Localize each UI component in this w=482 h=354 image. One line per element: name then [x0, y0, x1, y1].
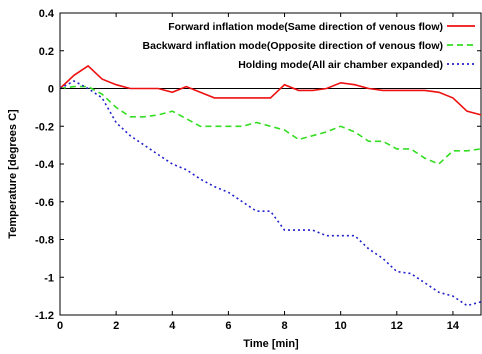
- legend-entry-label: Forward inflation mode(Same direction of…: [168, 21, 443, 33]
- x-axis-label: Time [min]: [243, 338, 299, 350]
- series-line-2: [59, 85, 482, 165]
- legend: Forward inflation mode(Same direction of…: [143, 21, 475, 71]
- series-lines: [59, 64, 482, 307]
- legend-entry-label: Backward inflation mode(Opposite directi…: [143, 40, 443, 52]
- y-tick-label: -1: [44, 272, 54, 284]
- y-tick-label: -1.2: [35, 310, 54, 322]
- legend-entry-label: Holding mode(All air chamber expanded): [238, 59, 443, 71]
- y-tick-label: -0.2: [35, 121, 54, 133]
- x-tick-label: 2: [113, 320, 119, 332]
- x-tick-label: 4: [169, 320, 176, 332]
- y-tick-label: 0: [48, 84, 54, 96]
- y-tick-label: -0.4: [35, 159, 55, 171]
- y-tick-label: 0.4: [39, 8, 55, 20]
- x-axis-ticks: 0 2 4 6 8 10 12 14: [57, 13, 460, 332]
- x-tick-label: 0: [57, 320, 63, 332]
- y-axis-label: Temperature [degrees C]: [7, 109, 19, 239]
- x-tick-label: 12: [391, 320, 403, 332]
- y-tick-label: 0.2: [39, 46, 54, 58]
- x-tick-label: 6: [225, 320, 231, 332]
- y-tick-label: -0.8: [35, 235, 54, 247]
- x-tick-label: 8: [281, 320, 287, 332]
- y-tick-label: -0.6: [35, 197, 54, 209]
- series-line-1: [59, 64, 482, 116]
- y-axis-ticks: 0.4 0.2 0 -0.2 -0.4 -0.6 -0.8 -1 -1.2: [35, 8, 481, 322]
- series-line-3: [59, 80, 482, 307]
- x-tick-label: 14: [447, 320, 460, 332]
- x-tick-label: 10: [335, 320, 347, 332]
